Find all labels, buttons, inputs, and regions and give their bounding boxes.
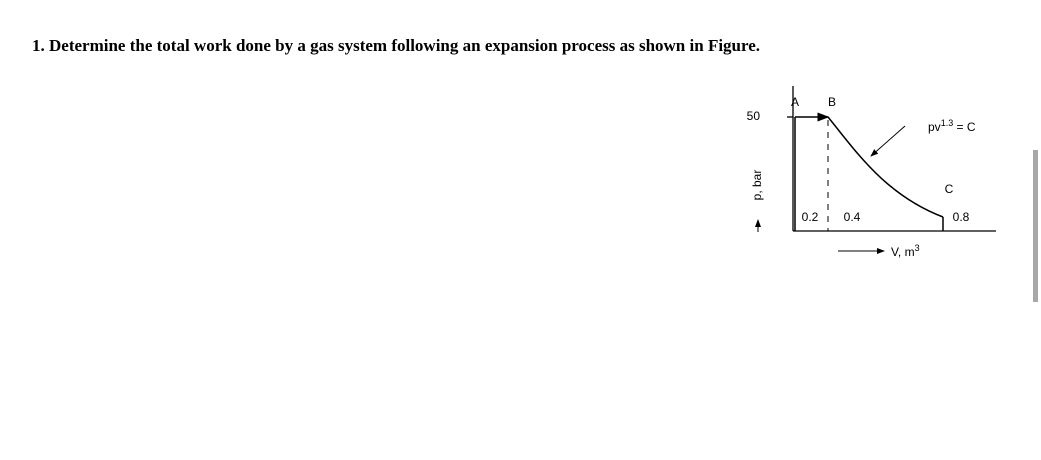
process-path — [755, 112, 944, 254]
scrollbar — [1033, 150, 1038, 302]
process-label-rest: = C — [953, 120, 976, 134]
y-tick-label: 50 — [747, 109, 761, 123]
point-label: A — [791, 95, 799, 109]
x-tick-label: 0.8 — [953, 210, 970, 224]
x-axis-label-main: V, m — [891, 245, 915, 259]
process-label-sup: 1.3 — [941, 118, 954, 128]
point-label: C — [945, 182, 954, 196]
point-label: B — [828, 95, 836, 109]
x-tick-label: 0.4 — [844, 210, 861, 224]
question-text: 1. Determine the total work done by a ga… — [32, 36, 761, 55]
x-axis-label-sup: 3 — [915, 243, 920, 253]
y-axis-label: p, bar — [750, 170, 764, 201]
x-tick-label: 0.2 — [802, 210, 819, 224]
x-axis-label: V, m3 — [891, 243, 920, 259]
process-label-main: pv — [928, 120, 941, 134]
process-label: pv1.3 = C — [928, 118, 976, 134]
axes — [787, 86, 996, 232]
